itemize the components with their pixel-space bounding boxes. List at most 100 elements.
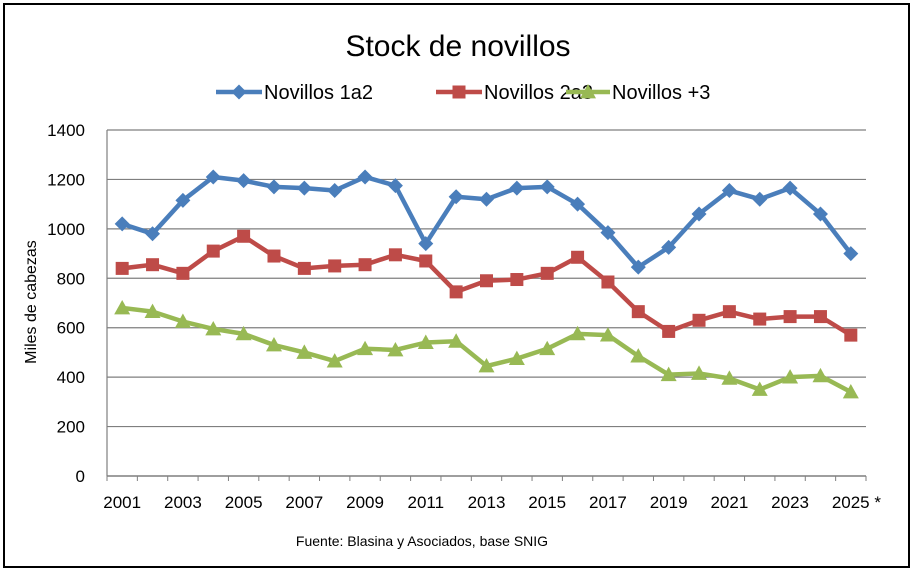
data-point: [146, 258, 160, 272]
data-point: [478, 358, 495, 373]
data-point: [782, 369, 799, 384]
data-point: [145, 226, 161, 242]
data-point: [296, 344, 313, 359]
series-layer: [114, 169, 859, 399]
data-point: [175, 192, 191, 208]
data-point: [115, 261, 129, 275]
y-tick-label: 1000: [47, 220, 85, 239]
y-tick-label: 1400: [47, 121, 85, 140]
data-point: [480, 274, 493, 288]
series-1: [114, 169, 859, 275]
data-point: [448, 333, 465, 348]
data-point: [387, 341, 404, 357]
x-tick-label: 2023: [771, 493, 809, 512]
x-tick-label: 2019: [650, 493, 688, 512]
data-point: [842, 383, 859, 399]
data-point: [326, 353, 343, 368]
data-point: [357, 169, 373, 185]
data-point: [783, 310, 797, 324]
data-point: [417, 334, 434, 349]
data-point: [265, 337, 282, 352]
data-point: [296, 180, 312, 196]
data-point: [662, 324, 676, 338]
x-tick-label: 2007: [285, 493, 323, 512]
x-tick-label: 2015: [528, 493, 566, 512]
y-tick-label: 600: [57, 319, 85, 338]
data-point: [114, 299, 131, 315]
data-point: [812, 367, 829, 383]
data-point: [327, 183, 343, 199]
data-point: [722, 305, 736, 319]
data-point: [569, 325, 586, 341]
data-point: [601, 275, 615, 289]
data-point: [358, 258, 372, 272]
x-tick-label: 2025 *: [832, 493, 882, 512]
data-point: [174, 313, 191, 328]
data-point: [237, 229, 251, 243]
y-tick-label: 0: [76, 467, 85, 486]
x-tick-label: 2001: [103, 493, 141, 512]
data-point: [630, 348, 647, 363]
data-point: [692, 313, 706, 327]
data-point: [844, 328, 858, 342]
legend-item: Novillos 1a2: [216, 82, 373, 104]
series-line: [121, 305, 852, 394]
data-point: [388, 248, 402, 262]
legend-label: Novillos +3: [612, 82, 710, 104]
data-point: [600, 225, 616, 241]
y-tick-label: 1200: [47, 170, 85, 189]
data-point: [721, 370, 738, 385]
legend-label: Novillos 1a2: [264, 82, 373, 104]
data-point: [721, 183, 737, 199]
data-point: [540, 266, 554, 280]
data-point: [753, 312, 767, 326]
x-tick-label: 2005: [225, 493, 263, 512]
data-point: [267, 249, 281, 263]
data-point: [449, 285, 463, 299]
legend: Novillos 1a2 Novillos 2a3 Novillos +3: [216, 82, 710, 104]
y-tick-label: 800: [57, 269, 85, 288]
chart-title: Stock de novillos: [345, 30, 570, 63]
x-axis-ticks: 2001 2003 2005 2007 2009 2011 2013 2015 2017 2019…: [103, 476, 881, 512]
data-point: [266, 179, 282, 195]
data-point: [843, 246, 859, 262]
data-point: [812, 206, 828, 222]
y-axis-title: Miles de cabezas: [23, 240, 40, 364]
series-2: [115, 229, 858, 342]
x-tick-label: 2013: [468, 493, 506, 512]
data-point: [660, 366, 677, 382]
gridlines: [106, 129, 866, 477]
series-3: [114, 299, 859, 399]
legend-item: Novillos 2a3: [436, 82, 593, 104]
data-point: [509, 180, 525, 196]
x-tick-label: 2011: [407, 493, 444, 512]
legend-label: Novillos 2a3: [484, 82, 593, 104]
data-point: [599, 327, 616, 342]
data-point: [235, 325, 252, 341]
data-point: [205, 320, 222, 336]
data-point: [448, 189, 464, 205]
data-point: [752, 191, 768, 207]
x-tick-label: 2017: [589, 493, 627, 512]
legend-marker: [452, 85, 466, 99]
data-point: [813, 310, 827, 324]
legend-item: Novillos +3: [566, 82, 710, 104]
data-point: [782, 180, 798, 196]
data-point: [539, 340, 556, 356]
data-point: [144, 303, 161, 319]
data-point: [571, 250, 585, 264]
legend-marker: [580, 84, 596, 99]
data-point: [539, 179, 555, 195]
data-point: [630, 259, 646, 275]
x-tick-label: 2009: [346, 493, 384, 512]
x-tick-label: 2003: [164, 493, 202, 512]
source-note: Fuente: Blasina y Asociados, base SNIG: [296, 533, 548, 549]
data-point: [508, 350, 525, 366]
data-point: [570, 196, 586, 212]
data-point: [387, 178, 403, 194]
legend-marker: [231, 84, 247, 100]
y-axis-ticks: 0 200 400 600 800 1000 1200 1400: [47, 121, 85, 486]
data-point: [691, 365, 708, 380]
data-point: [751, 381, 768, 396]
